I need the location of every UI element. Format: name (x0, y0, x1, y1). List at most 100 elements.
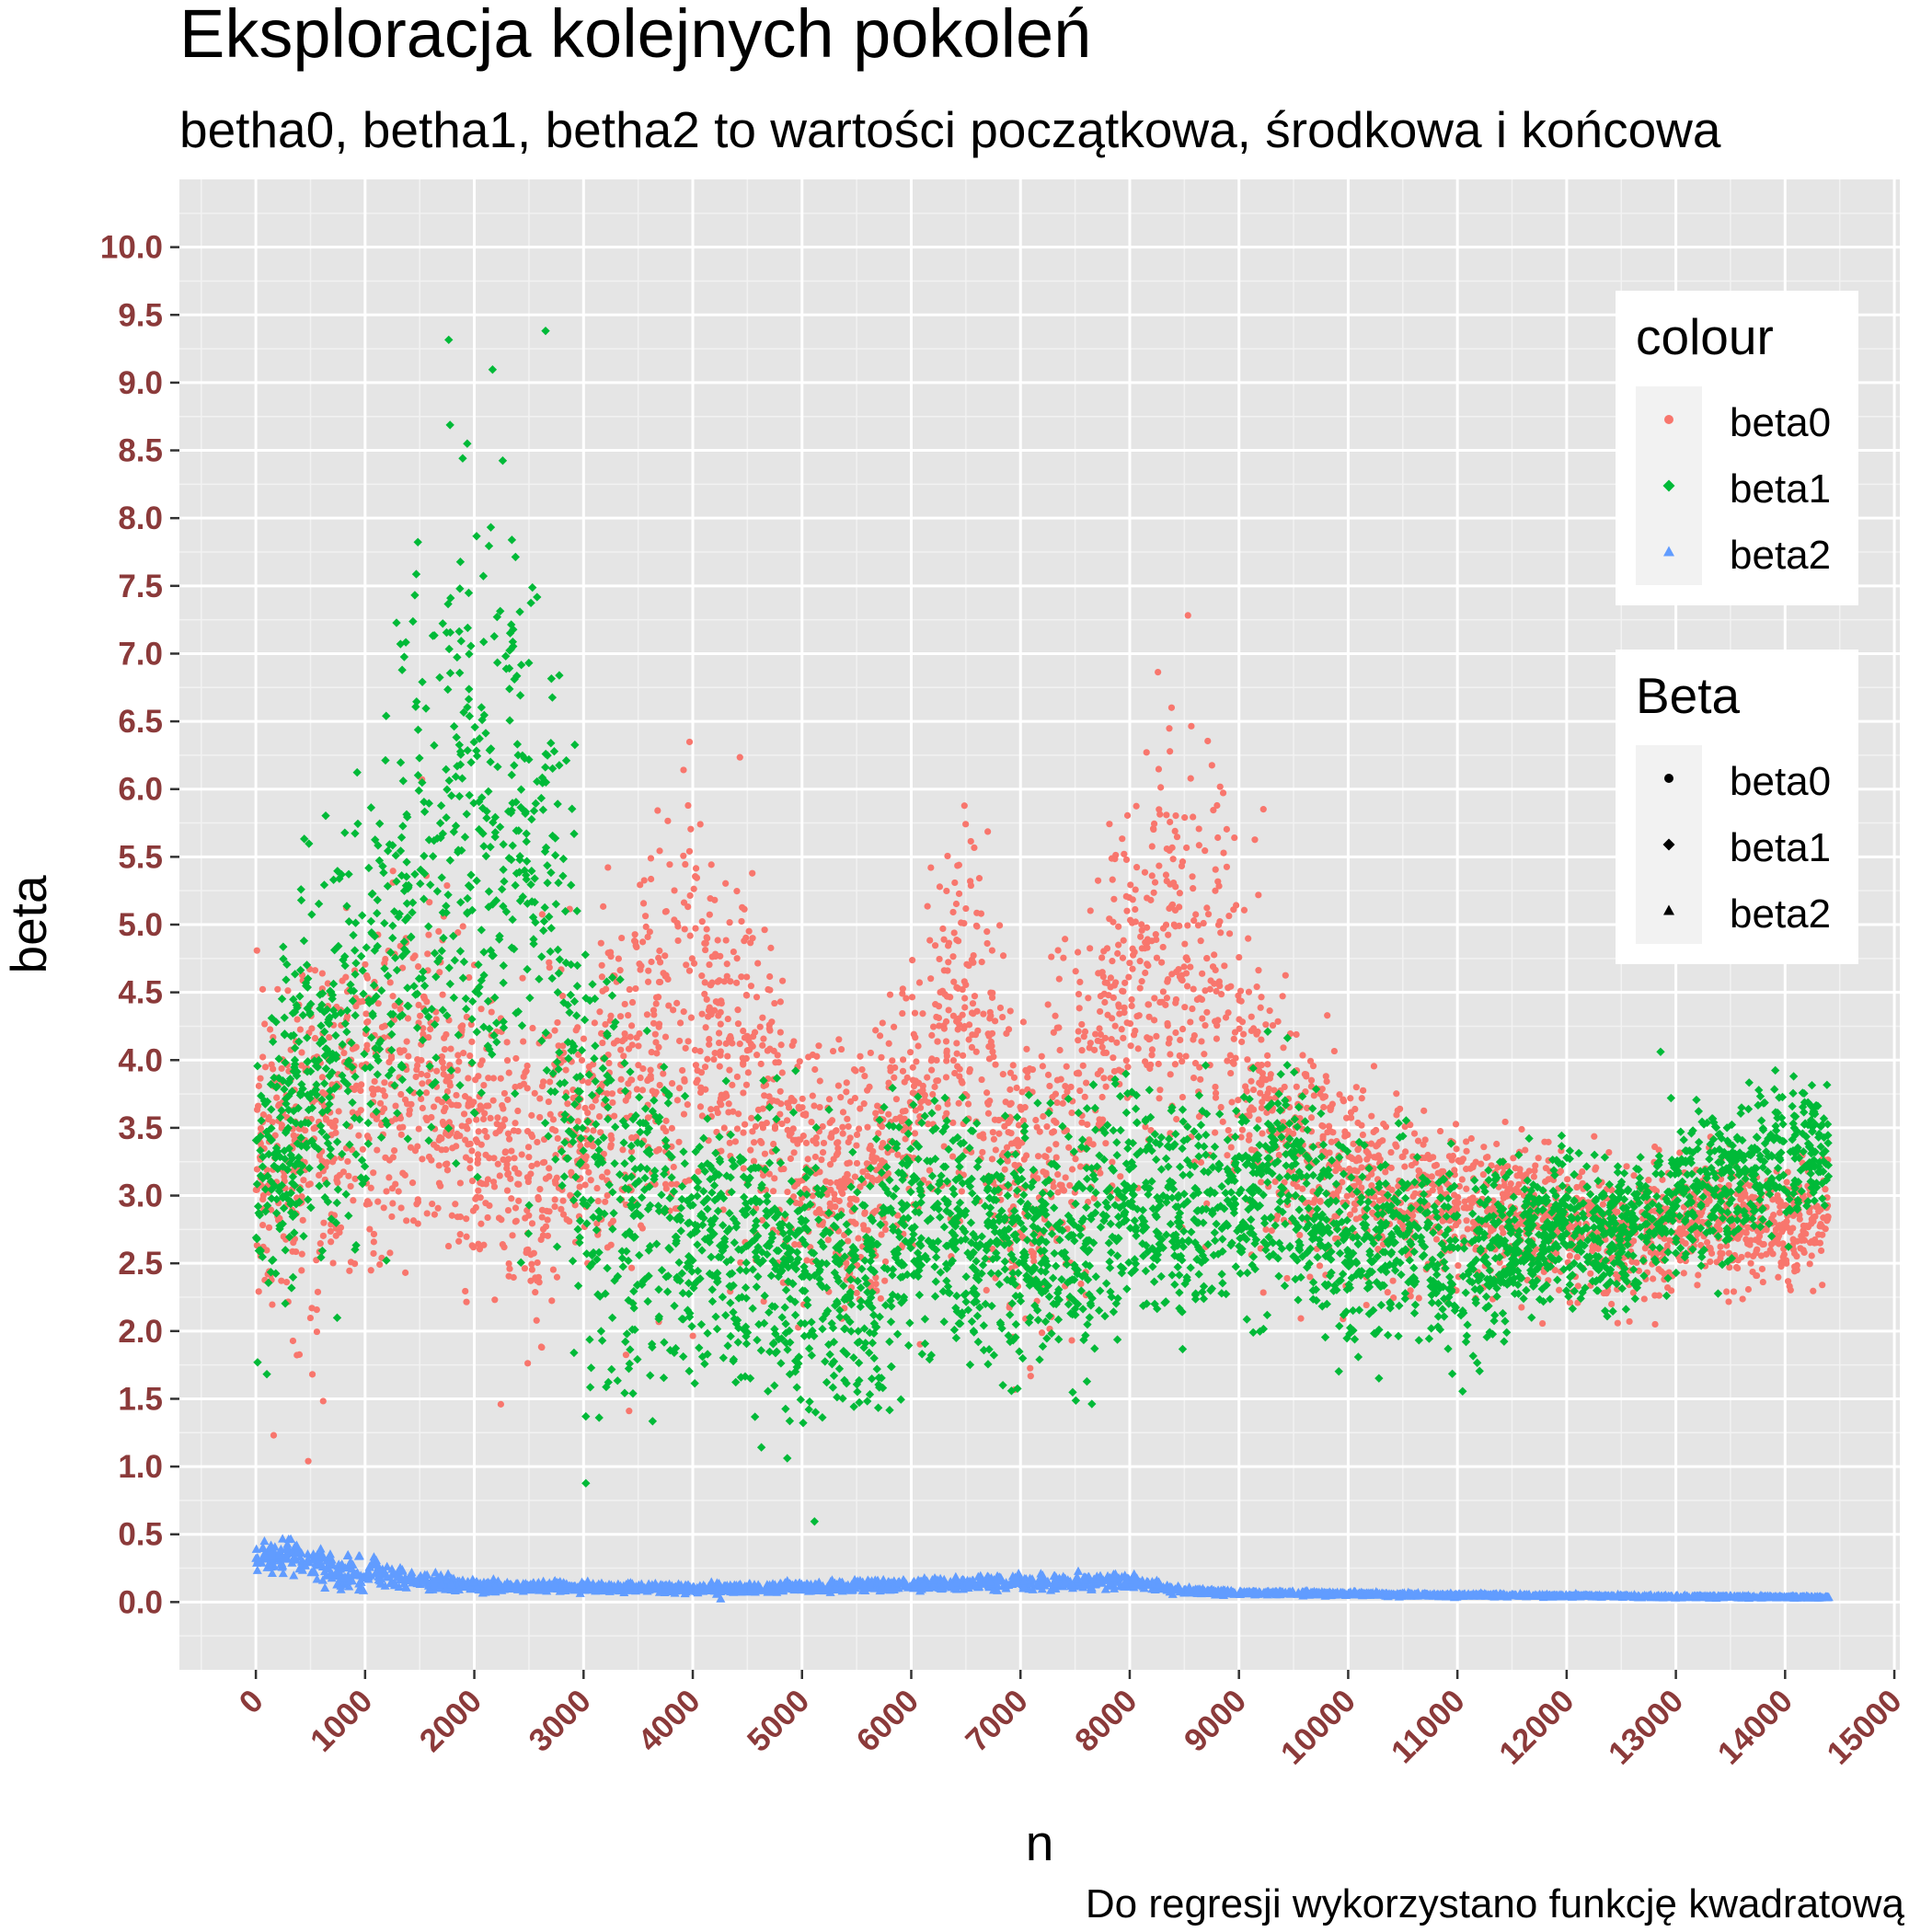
point-beta0 (1213, 987, 1220, 995)
point-beta0 (924, 903, 931, 910)
point-beta0 (826, 1161, 834, 1168)
point-beta0 (761, 1092, 768, 1099)
point-beta0 (504, 1096, 512, 1103)
point-beta0 (1167, 818, 1174, 826)
point-beta0 (925, 1121, 932, 1128)
point-beta0 (1806, 1260, 1813, 1268)
point-beta0 (686, 891, 694, 900)
point-beta0 (1307, 1076, 1316, 1084)
point-beta0 (927, 975, 935, 983)
point-beta0 (1566, 1252, 1573, 1259)
point-beta0 (269, 1301, 276, 1308)
point-beta0 (510, 1273, 517, 1282)
point-beta0 (656, 959, 664, 966)
chart-title: Eksploracja kolejnych pokoleń (179, 0, 1091, 72)
point-beta0 (1180, 963, 1188, 971)
point-beta0 (650, 1006, 658, 1014)
point-beta0 (738, 973, 745, 981)
point-beta0 (443, 1077, 450, 1085)
point-beta0 (357, 1107, 364, 1114)
point-beta0 (1793, 1261, 1800, 1270)
point-beta0 (1147, 896, 1155, 903)
point-beta0 (661, 1033, 670, 1041)
point-beta0 (765, 1025, 773, 1032)
point-beta0 (955, 861, 962, 868)
point-beta0 (639, 900, 648, 907)
point-beta0 (902, 1135, 909, 1143)
point-beta0 (1075, 1069, 1082, 1076)
point-beta0 (703, 926, 710, 933)
point-beta0 (1144, 944, 1151, 951)
point-beta0 (1199, 1015, 1206, 1022)
point-beta0 (701, 979, 708, 986)
point-beta0 (1235, 992, 1242, 999)
point-beta0 (548, 1297, 556, 1305)
point-beta0 (723, 1092, 730, 1099)
point-beta0 (1040, 1112, 1047, 1121)
point-beta0 (1784, 1278, 1792, 1285)
point-beta0 (531, 1089, 538, 1097)
point-beta0 (1249, 1086, 1258, 1094)
point-beta0 (1202, 847, 1209, 855)
point-beta0 (949, 908, 957, 916)
point-beta0 (1245, 988, 1253, 995)
point-beta0 (604, 864, 612, 871)
point-beta0 (853, 1142, 860, 1149)
point-beta0 (953, 1040, 960, 1047)
point-beta0 (1060, 1187, 1068, 1194)
point-beta0 (512, 1054, 520, 1063)
point-beta0 (328, 1238, 335, 1246)
point-beta0 (910, 1082, 918, 1090)
point-beta0 (433, 1067, 441, 1075)
point-beta0 (715, 1029, 723, 1037)
point-beta0 (278, 1277, 285, 1284)
point-beta0 (1167, 880, 1174, 888)
point-beta0 (1275, 1151, 1282, 1159)
point-beta0 (1353, 1167, 1361, 1175)
point-beta0 (761, 926, 768, 934)
point-beta0 (481, 1127, 489, 1135)
point-beta0 (340, 1049, 348, 1057)
point-beta0 (1155, 669, 1162, 676)
point-beta0 (878, 1053, 885, 1061)
point-beta0 (643, 1011, 651, 1018)
point-beta0 (1081, 1093, 1088, 1100)
point-beta0 (1236, 953, 1243, 961)
point-beta0 (1072, 1156, 1079, 1163)
point-beta0 (1282, 972, 1289, 979)
point-beta0 (885, 1110, 892, 1118)
point-beta0 (670, 1006, 677, 1014)
point-beta0 (1230, 1035, 1237, 1042)
point-beta0 (484, 1176, 491, 1183)
point-beta0 (414, 962, 422, 971)
point-beta0 (655, 1020, 663, 1028)
point-beta0 (500, 1105, 507, 1112)
point-beta0 (1122, 1057, 1130, 1064)
point-beta0 (1212, 1083, 1219, 1091)
point-beta0 (535, 1196, 542, 1203)
point-beta0 (999, 1013, 1006, 1021)
point-beta0 (1133, 802, 1140, 810)
point-beta0 (753, 994, 761, 1001)
point-beta0 (593, 1184, 601, 1192)
point-beta0 (536, 1113, 544, 1121)
point-beta0 (749, 1128, 756, 1135)
point-beta0 (1219, 1118, 1226, 1125)
point-beta0 (841, 1184, 848, 1191)
point-beta0 (332, 1117, 339, 1125)
point-beta0 (1753, 1271, 1760, 1280)
point-beta0 (549, 1266, 558, 1273)
point-beta0 (596, 1008, 604, 1016)
point-beta0 (1719, 1249, 1726, 1258)
point-beta0 (908, 994, 916, 1001)
point-beta0 (835, 1036, 843, 1043)
point-beta0 (656, 1081, 663, 1089)
point-beta0 (524, 1178, 532, 1186)
point-beta0 (1227, 983, 1235, 990)
point-beta0 (733, 1073, 741, 1081)
point-beta0 (1510, 1155, 1517, 1162)
point-beta0 (688, 955, 696, 962)
point-beta0 (480, 1081, 488, 1089)
point-beta0 (378, 1023, 386, 1031)
point-beta0 (952, 900, 960, 908)
